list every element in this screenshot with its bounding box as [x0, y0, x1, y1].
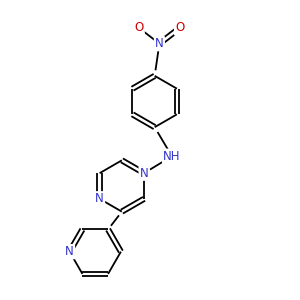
Text: N: N [155, 37, 164, 50]
Text: N: N [95, 192, 104, 205]
Text: N: N [65, 245, 74, 258]
Text: N: N [140, 167, 148, 180]
Text: O: O [175, 22, 184, 34]
Text: NH: NH [163, 150, 181, 163]
Text: O: O [134, 22, 144, 34]
